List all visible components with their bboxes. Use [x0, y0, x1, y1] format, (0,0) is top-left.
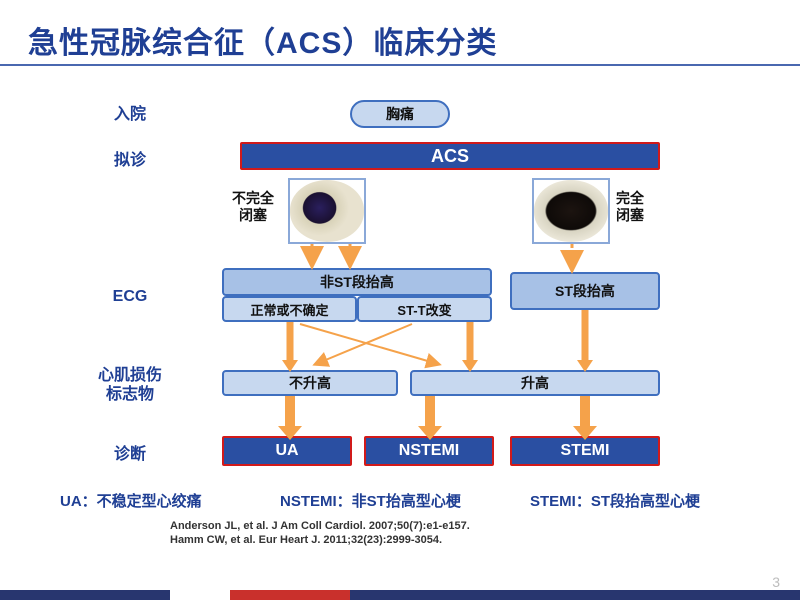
label-partial-occlusion: 不完全 闭塞 — [232, 190, 274, 224]
label-admission: 入院 — [70, 100, 190, 124]
label-biomarker: 心肌损伤 标志物 — [70, 366, 190, 404]
node-ecg-stt-change: ST-T改变 — [357, 296, 492, 322]
footer-stripes — [0, 590, 800, 600]
label-complete-l2: 闭塞 — [616, 207, 644, 224]
node-nstemi: NSTEMI — [364, 436, 494, 466]
label-biomarker-l1: 心肌损伤 — [70, 366, 190, 385]
node-acs: ACS — [240, 142, 660, 170]
node-ua: UA — [222, 436, 352, 466]
label-biomarker-l2: 标志物 — [70, 385, 190, 404]
legend-stemi: STEMI：ST段抬高型心梗 — [530, 490, 700, 511]
legend-ua: UA：不稳定型心绞痛 — [60, 490, 202, 511]
label-complete-occlusion: 完全 闭塞 — [616, 190, 644, 224]
thumbnail-complete-occlusion — [532, 178, 610, 244]
citation-2: Hamm CW, et al. Eur Heart J. 2011;32(23)… — [170, 534, 442, 546]
label-diagnosis: 诊断 — [70, 440, 190, 464]
node-biomarker-positive: 升高 — [410, 370, 660, 396]
node-non-st-elevation: 非ST段抬高 — [222, 268, 492, 296]
node-ecg-normal: 正常或不确定 — [222, 296, 357, 322]
title-underline — [0, 64, 800, 66]
citation-1: Anderson JL, et al. J Am Coll Cardiol. 2… — [170, 520, 470, 532]
node-chest-pain: 胸痛 — [350, 100, 450, 128]
node-stemi: STEMI — [510, 436, 660, 466]
node-ecg-st-elevation: ST段抬高 — [510, 272, 660, 310]
legend-nstemi: NSTEMI：非ST抬高型心梗 — [280, 490, 461, 511]
node-biomarker-negative: 不升高 — [222, 370, 398, 396]
label-ecg: ECG — [70, 288, 190, 306]
slide-title: 急性冠脉综合征（ACS）临床分类 — [28, 18, 497, 62]
page-number: 3 — [772, 574, 780, 590]
thumbnail-partial-occlusion — [288, 178, 366, 244]
label-partial-l2: 闭塞 — [232, 207, 274, 224]
label-presumptive: 拟诊 — [70, 146, 190, 170]
label-partial-l1: 不完全 — [232, 190, 274, 207]
label-complete-l1: 完全 — [616, 190, 644, 207]
